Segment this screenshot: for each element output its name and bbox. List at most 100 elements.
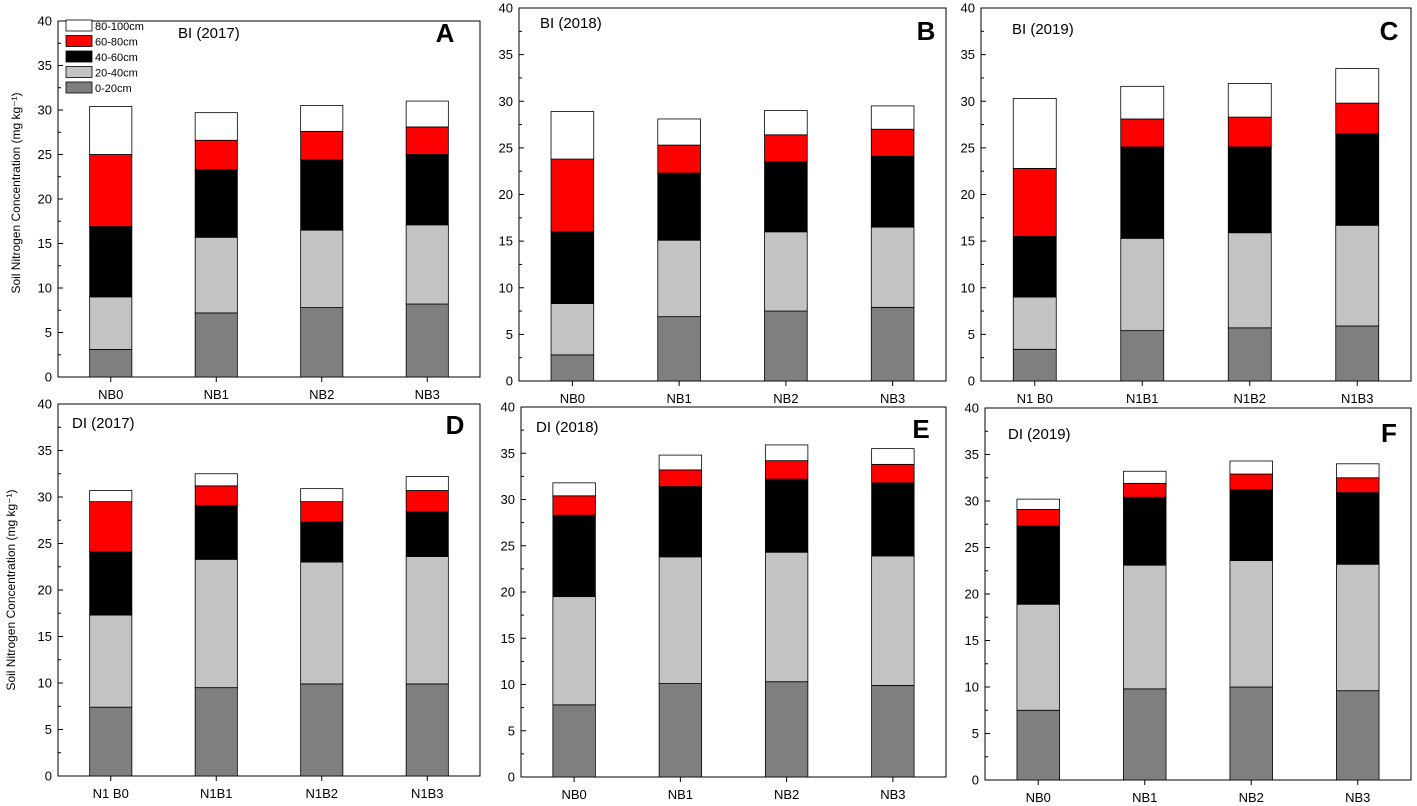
x-tick-label: NB2	[774, 787, 799, 802]
x-tick-label: N1B1	[1126, 391, 1159, 406]
y-tick-label: 40	[38, 397, 52, 412]
legend-label: 80-100cm	[95, 21, 144, 33]
y-tick-label: 25	[965, 540, 979, 555]
panel-title: BI (2018)	[540, 15, 602, 32]
bar-segment-20-40cm	[1120, 237, 1165, 332]
bar-segment-40-60cm	[764, 161, 808, 233]
chart-panel-b: 0 5 10 15 20 25 30 35 40 NB0 NB1 NB2 NB3 BI (2018) B	[499, 1, 947, 406]
legend-swatch-20-40cm	[65, 66, 93, 78]
bar-segment-40-60cm	[1336, 492, 1380, 565]
bar-segment-0-20cm	[194, 312, 238, 378]
bar-segment-0-20cm	[657, 316, 701, 382]
y-tick-label: 30	[499, 94, 513, 109]
y-tick-label: 35	[38, 58, 52, 73]
bar-segment-40-60cm	[870, 155, 915, 228]
bar-segment-20-40cm	[300, 229, 344, 308]
bar-segment-20-40cm	[194, 558, 238, 689]
y-tick-label: 5	[972, 726, 979, 741]
x-tick-label: NB0	[1026, 790, 1051, 805]
panel-letter: A	[436, 18, 455, 48]
x-tick-label: NB1	[666, 391, 691, 406]
bar-segment-60-80cm	[1120, 118, 1165, 148]
bar-segment-80-100cm	[1335, 68, 1380, 104]
x-tick-label: NB1	[204, 387, 229, 402]
bar-segment-40-60cm	[194, 169, 238, 238]
bar-segment-40-60cm	[1229, 489, 1273, 561]
y-tick-label: 15	[38, 629, 52, 644]
y-tick-label: 40	[38, 14, 52, 29]
bar-segment-20-40cm	[1016, 603, 1060, 711]
bar-segment-0-20cm	[1120, 330, 1165, 382]
chart-legend: 80-100cm 60-80cm 40-60cm 20-40cm 0-20cm	[65, 19, 144, 95]
x-tick-label: NB3	[1345, 790, 1370, 805]
legend-label: 20-40cm	[95, 68, 138, 80]
y-tick-label: 0	[45, 370, 52, 385]
y-tick-label: 10	[961, 280, 975, 295]
bar-segment-0-20cm	[550, 354, 595, 382]
bar-segment-40-60cm	[89, 551, 133, 616]
chart-panel-a: 0 5 10 15 20 25 30 35 40 NB0 NB1 NB2 NB3 BI (2017) A	[38, 14, 481, 402]
bar-segment-80-100cm	[1016, 498, 1060, 510]
bar-segment-20-40cm	[870, 226, 915, 308]
x-tick-label: NB3	[415, 387, 440, 402]
bar-segment-20-40cm	[194, 236, 238, 314]
bar-segment-40-60cm	[89, 226, 133, 298]
bar-segment-20-40cm	[1227, 232, 1272, 329]
bar-segment-40-60cm	[1227, 146, 1272, 234]
y-tick-label: 15	[501, 631, 515, 646]
y-tick-label: 40	[499, 1, 513, 16]
y-tick-label: 30	[501, 492, 515, 507]
bar-segment-0-20cm	[405, 303, 449, 378]
y-tick-label: 40	[501, 400, 515, 415]
x-tick-label: NB3	[880, 391, 905, 406]
x-tick-label: NB0	[98, 387, 123, 402]
y-tick-label: 20	[965, 587, 979, 602]
y-tick-label: 20	[961, 187, 975, 202]
y-tick-label: 35	[499, 47, 513, 62]
bar-segment-60-80cm	[1229, 473, 1273, 491]
x-tick-label: NB2	[309, 387, 334, 402]
y-tick-label: 0	[45, 769, 52, 784]
chart-panel-e: 0 5 10 15 20 25 30 35 40 NB0 NB1 NB2 NB3 DI (2018) E	[501, 400, 947, 802]
x-tick-label: N1 B0	[1017, 391, 1053, 406]
bar-segment-20-40cm	[1229, 560, 1273, 688]
bar-segment-40-60cm	[1012, 236, 1057, 298]
y-tick-label: 5	[506, 327, 513, 342]
bar-segment-80-100cm	[870, 105, 915, 130]
bar-segment-80-100cm	[300, 105, 344, 132]
panel-title: DI (2017)	[72, 415, 135, 432]
bar-segment-60-80cm	[405, 490, 449, 513]
legend-swatch-60-80cm	[65, 35, 93, 47]
panel-title: BI (2017)	[178, 25, 240, 42]
bar-segment-0-20cm	[1016, 709, 1060, 781]
y-tick-label: 25	[961, 140, 975, 155]
chart-panel-f: 0 5 10 15 20 25 30 35 40 NB0 NB1 NB2 NB3 DI (2019) F	[965, 401, 1412, 805]
y-tick-label: 35	[965, 447, 979, 462]
bar-segment-60-80cm	[194, 139, 238, 171]
bar-segment-80-100cm	[194, 473, 238, 487]
x-tick-label: NB2	[1239, 790, 1264, 805]
bar-segment-60-80cm	[300, 130, 344, 161]
y-tick-label: 40	[965, 401, 979, 416]
bar-segment-0-20cm	[1123, 688, 1167, 781]
panel-letter: D	[446, 410, 465, 440]
y-tick-label: 15	[965, 633, 979, 648]
bar-segment-60-80cm	[405, 126, 449, 155]
y-tick-label: 20	[38, 583, 52, 598]
x-tick-label: N1B3	[1341, 391, 1374, 406]
bar-segment-40-60cm	[405, 511, 449, 557]
bar-segment-20-40cm	[1012, 296, 1057, 350]
bar-segment-0-20cm	[658, 683, 703, 778]
bar-segment-60-80cm	[1336, 477, 1380, 494]
bar-segment-80-100cm	[405, 100, 449, 128]
bar-segment-80-100cm	[1229, 460, 1273, 475]
y-tick-label: 25	[501, 538, 515, 553]
y-tick-label: 10	[38, 676, 52, 691]
bar-segment-0-20cm	[764, 681, 809, 778]
y-tick-label: 5	[45, 722, 52, 737]
bar-segment-60-80cm	[1335, 102, 1380, 135]
bar-segment-20-40cm	[405, 556, 449, 685]
x-tick-label: N1B1	[200, 786, 233, 801]
y-tick-label: 35	[961, 47, 975, 62]
